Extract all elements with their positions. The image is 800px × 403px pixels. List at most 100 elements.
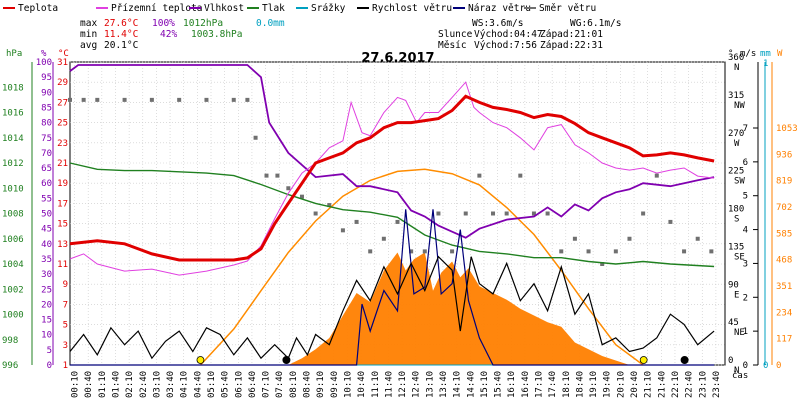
direction-dot (81, 97, 86, 102)
direction-dot (586, 249, 591, 254)
x-tick-label: 07:10 (262, 371, 272, 398)
x-tick-label: 16:40 (521, 371, 531, 398)
x-tick-label: 17:10 (535, 371, 545, 398)
direction-tick-dir: E (734, 290, 739, 300)
direction-tick-label: 360 (728, 53, 744, 63)
x-tick-label: 19:40 (603, 371, 613, 398)
direction-dot (545, 211, 550, 216)
stat-value: WS:3.6m/s (472, 18, 523, 29)
stat-value: 1012hPa (183, 18, 223, 29)
x-tick-label: 12:10 (398, 371, 408, 398)
direction-dot (354, 219, 359, 224)
stat-value: 0.0mm (256, 18, 285, 29)
stat-label: Měsíc (438, 40, 467, 51)
solar-tick-label: 702 (776, 203, 792, 213)
legend-label: Přízemní teplota (111, 3, 203, 14)
temperature-tick-label: 3 (63, 341, 68, 351)
humidity-tick-label: 90 (41, 88, 52, 98)
x-tick-label: 12:40 (412, 371, 422, 398)
solar-area (70, 252, 715, 365)
direction-dot (313, 211, 318, 216)
direction-dot (122, 97, 127, 102)
x-tick-label: 22:10 (671, 371, 681, 398)
x-tick-label: 08:10 (289, 371, 299, 398)
wind-tick-label: 4 (743, 226, 748, 236)
direction-tick-label: 45 (728, 318, 739, 328)
solar-tick-label: 936 (776, 150, 792, 160)
direction-dot (422, 249, 427, 254)
humidity-tick-label: 35 (41, 255, 52, 265)
direction-dot (409, 249, 414, 254)
direction-dot (253, 135, 258, 140)
stat-value: 100% (152, 18, 175, 29)
pressure-tick-label: 1014 (2, 134, 24, 144)
direction-dot (264, 173, 269, 178)
wind-tick-label: 1 (743, 327, 748, 337)
x-tick-label: 03:40 (166, 371, 176, 398)
wind-tick-label: 0 (743, 361, 748, 371)
humidity-tick-label: 10 (41, 331, 52, 341)
temperature-tick-label: 29 (57, 78, 68, 88)
wind-axis-label: m/s (740, 49, 756, 59)
stat-value: 1003.8hPa (191, 29, 242, 40)
direction-tick-dir: N (734, 63, 739, 73)
humidity-tick-label: 45 (41, 225, 52, 235)
direction-tick-dir: W (734, 139, 740, 149)
direction-dot (641, 211, 646, 216)
x-tick-label: 04:10 (180, 371, 190, 398)
x-tick-label: 21:10 (644, 371, 654, 398)
x-tick-label: 18:40 (575, 371, 585, 398)
wind-tick-label: 6 (743, 158, 748, 168)
humidity-tick-label: 80 (41, 119, 52, 129)
x-tick-label: 05:40 (221, 371, 231, 398)
stat-value: 20.1°C (104, 40, 138, 51)
solar-tick-label: 234 (776, 308, 792, 318)
stat-value: WG:6.1m/s (570, 18, 621, 29)
stat-value: Západ:21:01 (540, 29, 603, 40)
direction-dot (477, 173, 482, 178)
legend-label: Srážky (311, 3, 346, 14)
temperature-tick-label: 25 (57, 119, 68, 129)
temperature-axis-label: °C (58, 49, 69, 59)
humidity-tick-label: 20 (41, 300, 52, 310)
direction-dot (381, 236, 386, 241)
x-tick-label: 14:40 (466, 371, 476, 398)
pressure-tick-label: 1006 (2, 235, 24, 245)
pressure-tick-label: 996 (2, 361, 18, 371)
x-tick-label: 23:40 (712, 371, 722, 398)
x-tick-label: 07:40 (275, 371, 285, 398)
direction-dot (695, 236, 700, 241)
direction-dot (682, 249, 687, 254)
x-tick-label: 01:40 (111, 371, 121, 398)
direction-tick-label: 270 (728, 129, 744, 139)
humidity-tick-label: 55 (41, 194, 52, 204)
direction-dot (245, 97, 250, 102)
legend-label: Tlak (262, 3, 285, 14)
humidity-tick-label: 85 (41, 103, 52, 113)
direction-dot (559, 249, 564, 254)
direction-dot (613, 249, 618, 254)
x-tick-label: 13:10 (425, 371, 435, 398)
solar-theory-line (199, 168, 644, 366)
direction-tick-dir: SE (734, 252, 745, 262)
humidity-tick-label: 65 (41, 164, 52, 174)
direction-dot (668, 219, 673, 224)
direction-tick-dir: N (734, 366, 739, 376)
x-tick-label: 02:40 (139, 371, 149, 398)
stat-value: Východ:04:47 (474, 29, 543, 40)
pressure-tick-label: 1018 (2, 83, 24, 93)
direction-tick-label: 225 (728, 167, 744, 177)
temperature-tick-label: 23 (57, 139, 68, 149)
sunset-marker (639, 356, 648, 364)
humidity-tick-label: 70 (41, 149, 52, 159)
pressure-tick-label: 1012 (2, 159, 24, 169)
x-tick-label: 19:10 (589, 371, 599, 398)
direction-dot (450, 249, 455, 254)
x-tick-label: 00:10 (71, 371, 81, 398)
moonrise-marker (282, 356, 291, 364)
axes-layer: 9969981000100210041006100810101012101410… (2, 49, 798, 398)
direction-dot (204, 97, 209, 102)
direction-dot (299, 194, 304, 199)
x-tick-label: 18:10 (562, 371, 572, 398)
direction-dot (531, 211, 536, 216)
